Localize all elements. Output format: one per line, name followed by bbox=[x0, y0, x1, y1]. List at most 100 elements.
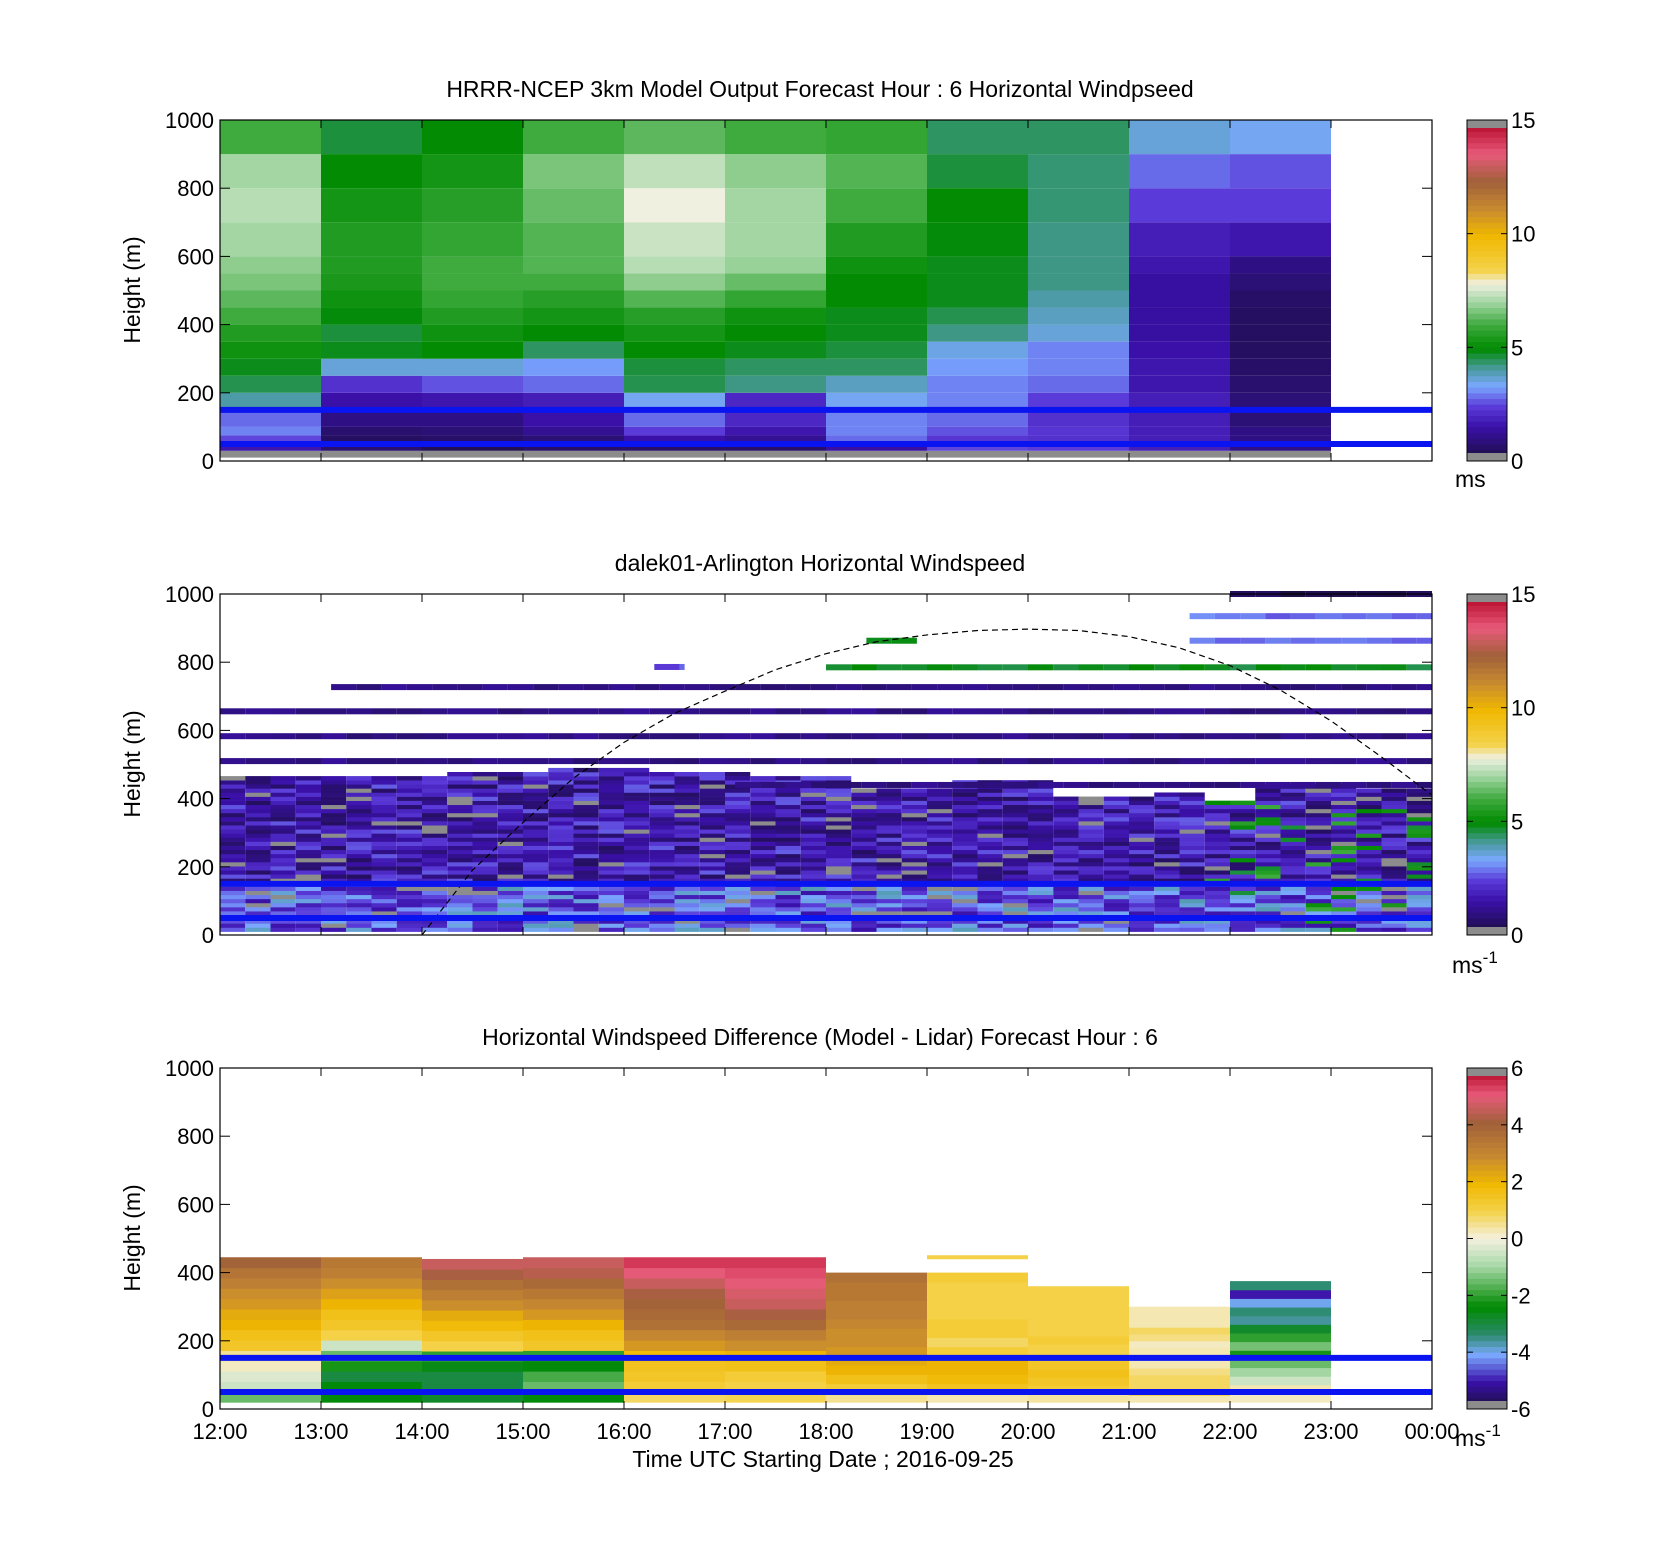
colorbar-segment bbox=[1467, 764, 1507, 771]
observation-cell bbox=[699, 776, 725, 781]
observation-cell bbox=[447, 902, 473, 908]
observation-cell bbox=[649, 919, 675, 924]
heatmap-cell bbox=[1230, 1298, 1331, 1308]
observation-cell bbox=[447, 821, 473, 826]
observation-cell bbox=[1381, 911, 1407, 916]
observation-cell bbox=[1280, 907, 1306, 912]
observation-cell bbox=[649, 890, 675, 896]
observation-cell bbox=[624, 927, 650, 932]
observation-cell bbox=[472, 776, 498, 781]
observation-cell bbox=[977, 817, 1003, 822]
observation-cell bbox=[472, 784, 498, 789]
observation-cell bbox=[346, 927, 372, 932]
observation-cell bbox=[422, 890, 448, 896]
observation-cell bbox=[1381, 792, 1407, 797]
observation-cell bbox=[1103, 907, 1129, 912]
observation-cell bbox=[1230, 845, 1256, 851]
observation-cell bbox=[270, 796, 296, 801]
heatmap-cell bbox=[1129, 1381, 1230, 1390]
colorbar-segment bbox=[1467, 353, 1507, 360]
colorbar-segment bbox=[1467, 1363, 1507, 1370]
heatmap-cell bbox=[523, 1371, 624, 1382]
observation-cell bbox=[1053, 927, 1079, 932]
observation-cell bbox=[396, 919, 422, 924]
observation-cell bbox=[901, 919, 927, 924]
colorbar-segment bbox=[1467, 838, 1507, 845]
x-tick-label: 13:00 bbox=[293, 1419, 348, 1444]
observation-cell bbox=[1154, 894, 1180, 900]
observation-cell bbox=[624, 784, 650, 789]
observation-streak bbox=[497, 708, 523, 715]
heatmap-cell bbox=[826, 1374, 927, 1385]
observation-cell bbox=[977, 804, 1003, 810]
observation-cell bbox=[1053, 862, 1079, 867]
observation-cell bbox=[1230, 878, 1256, 883]
observation-cell bbox=[800, 911, 826, 916]
observation-cell bbox=[346, 878, 372, 883]
observation-cell bbox=[800, 890, 826, 896]
observation-cell bbox=[1406, 817, 1432, 822]
observation-cell bbox=[876, 845, 902, 851]
observation-cell bbox=[396, 898, 422, 904]
heatmap-cell bbox=[927, 154, 1028, 189]
observation-cell bbox=[876, 821, 902, 826]
observation-cell bbox=[775, 804, 801, 810]
observation-cell bbox=[396, 825, 422, 830]
observation-cell bbox=[396, 841, 422, 846]
observation-cell bbox=[497, 919, 523, 924]
observation-cell bbox=[497, 796, 523, 801]
observation-cell bbox=[523, 845, 549, 851]
heatmap-cell bbox=[826, 188, 927, 223]
observation-cell bbox=[927, 849, 953, 855]
observation-cell bbox=[977, 788, 1003, 793]
observation-cell bbox=[220, 911, 246, 916]
observation-cell bbox=[800, 825, 826, 830]
observation-cell bbox=[1002, 841, 1028, 846]
observation-cell bbox=[800, 808, 826, 814]
observation-cell bbox=[245, 890, 271, 896]
heatmap-cell bbox=[927, 290, 1028, 308]
observation-cell bbox=[901, 923, 927, 928]
observation-streak bbox=[725, 733, 751, 740]
observation-cell bbox=[977, 886, 1003, 891]
observation-cell bbox=[321, 841, 347, 846]
observation-cell bbox=[1305, 870, 1331, 875]
panel-3-colorbar-unit: ms-1 bbox=[1455, 1421, 1501, 1451]
observation-cell bbox=[1255, 841, 1281, 846]
colorbar-segment bbox=[1467, 1073, 1507, 1080]
observation-cell bbox=[725, 808, 751, 814]
colorbar-segment bbox=[1467, 1153, 1507, 1160]
colorbar-segment bbox=[1467, 301, 1507, 309]
observation-cell bbox=[548, 845, 574, 851]
observation-cell bbox=[800, 845, 826, 851]
observation-cell bbox=[1230, 907, 1256, 912]
observation-cell bbox=[624, 862, 650, 867]
observation-cell bbox=[1103, 808, 1129, 814]
observation-cell bbox=[321, 866, 347, 871]
observation-cell bbox=[1179, 874, 1205, 879]
observation-cell bbox=[598, 788, 624, 793]
observation-cell bbox=[1103, 837, 1129, 842]
heatmap-cell bbox=[826, 307, 927, 325]
observation-cell bbox=[548, 784, 574, 789]
observation-cell bbox=[220, 902, 246, 908]
colorbar-segment bbox=[1467, 1272, 1507, 1279]
heatmap-cell bbox=[220, 1360, 321, 1372]
observation-cell bbox=[1331, 870, 1357, 875]
observation-cell bbox=[851, 792, 877, 797]
observation-cell bbox=[674, 825, 700, 830]
heatmap-cell bbox=[826, 426, 927, 436]
observation-cell bbox=[1179, 825, 1205, 830]
colorbar-segment bbox=[1467, 827, 1507, 834]
observation-cell bbox=[422, 874, 448, 879]
heatmap-cell bbox=[321, 188, 422, 223]
observation-cell bbox=[1305, 902, 1331, 908]
observation-cell bbox=[725, 841, 751, 846]
heatmap-cell bbox=[927, 222, 1028, 257]
observation-cell bbox=[523, 911, 549, 916]
observation-cell bbox=[699, 886, 725, 891]
observation-cell bbox=[1078, 878, 1104, 883]
observation-cell bbox=[346, 862, 372, 867]
heatmap-cell bbox=[422, 1391, 523, 1403]
observation-cell bbox=[245, 812, 271, 818]
